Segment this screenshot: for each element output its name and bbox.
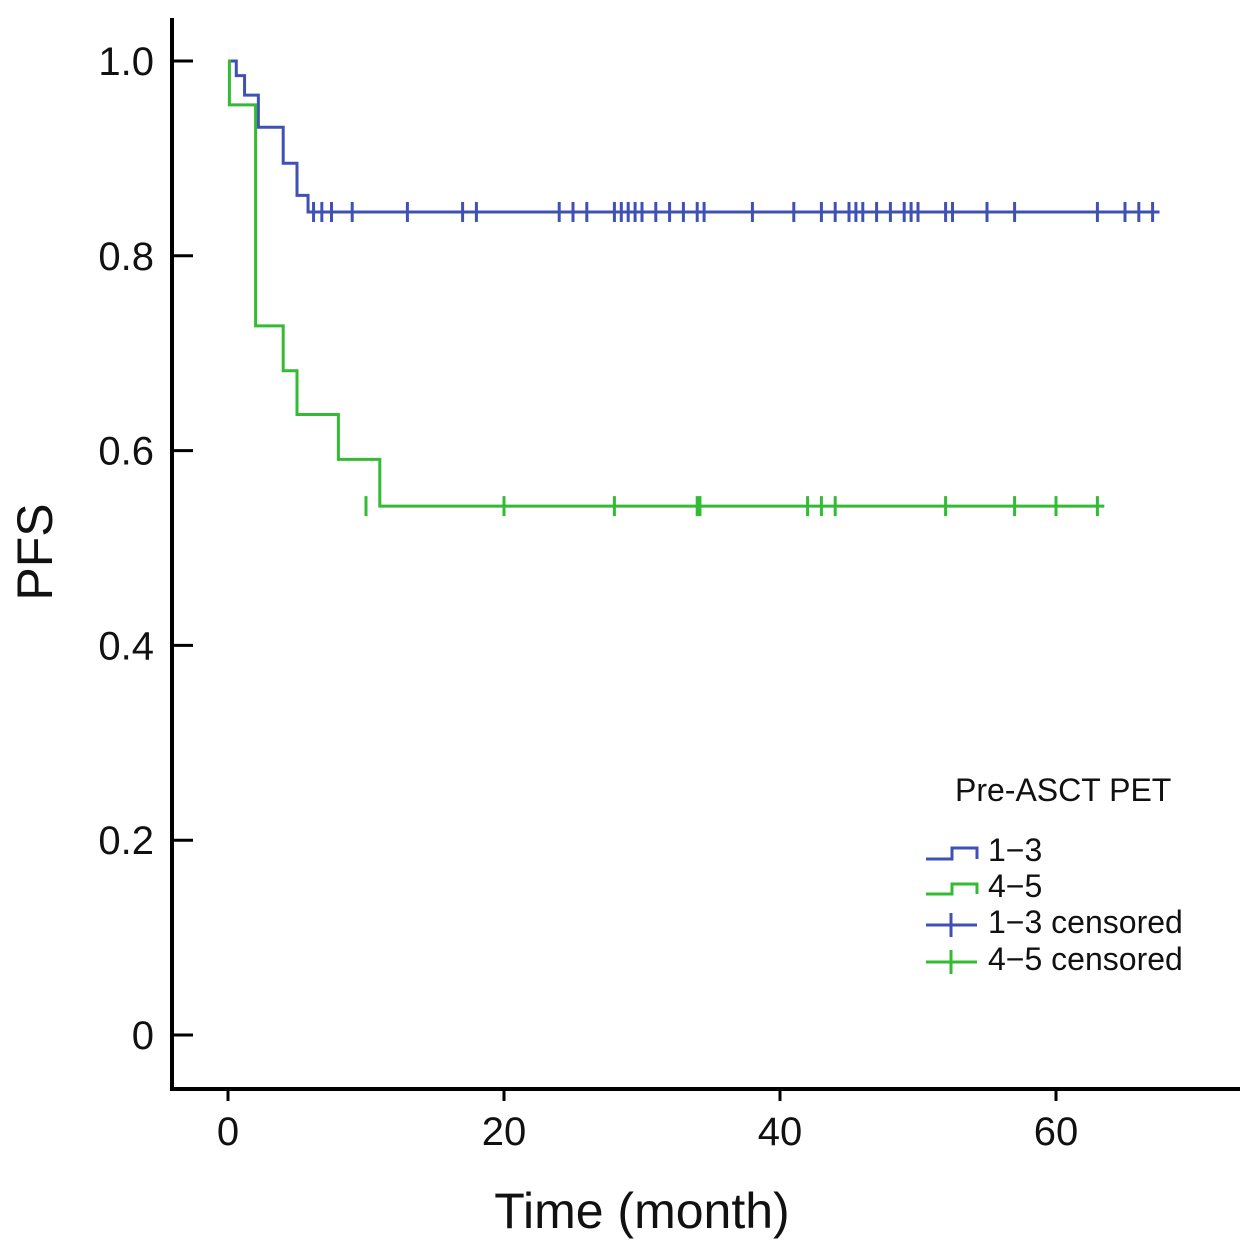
y-axis-title: PFS	[7, 503, 63, 600]
legend-label-1-3-censored: 1−3 censored	[988, 904, 1183, 940]
x-tick-label: 20	[482, 1110, 527, 1154]
series-1-3	[228, 59, 1160, 222]
y-tick-label: 0.6	[98, 430, 154, 474]
series-layer	[227, 59, 1160, 517]
y-tick-label: 0.8	[98, 235, 154, 279]
y-tick-label: 1.0	[98, 40, 154, 84]
legend-step-icon	[926, 846, 979, 861]
legend-item-1-3-censored: 1−3 censored	[926, 904, 1183, 940]
legend-censor-icon	[926, 913, 977, 937]
legend: Pre-ASCT PET 1−3 4−5 1−3 censored 4−5 ce…	[926, 772, 1183, 977]
axes: 0 0.2 0.4 0.6 0.8 1.0 0 20 40 60	[98, 18, 1240, 1154]
legend-label-4-5: 4−5	[988, 868, 1042, 904]
legend-item-4-5-censored: 4−5 censored	[926, 941, 1183, 977]
legend-label-4-5-censored: 4−5 censored	[988, 941, 1183, 977]
legend-censor-icon	[926, 950, 977, 974]
series-4-5	[227, 59, 1105, 517]
legend-title: Pre-ASCT PET	[955, 772, 1171, 808]
legend-item-4-5: 4−5	[926, 868, 1042, 904]
x-tick-label: 60	[1034, 1110, 1079, 1154]
x-axis-title: Time (month)	[494, 1183, 789, 1239]
legend-item-1-3: 1−3	[926, 832, 1042, 868]
y-tick-label: 0.2	[98, 819, 154, 863]
y-tick-label: 0	[132, 1014, 154, 1058]
x-tick-label: 0	[217, 1110, 239, 1154]
legend-label-1-3: 1−3	[988, 832, 1042, 868]
survival-curve	[227, 59, 1105, 508]
survival-curve	[228, 59, 1160, 214]
y-tick-label: 0.4	[98, 624, 154, 668]
x-tick-label: 40	[758, 1110, 803, 1154]
legend-step-icon	[926, 882, 979, 896]
